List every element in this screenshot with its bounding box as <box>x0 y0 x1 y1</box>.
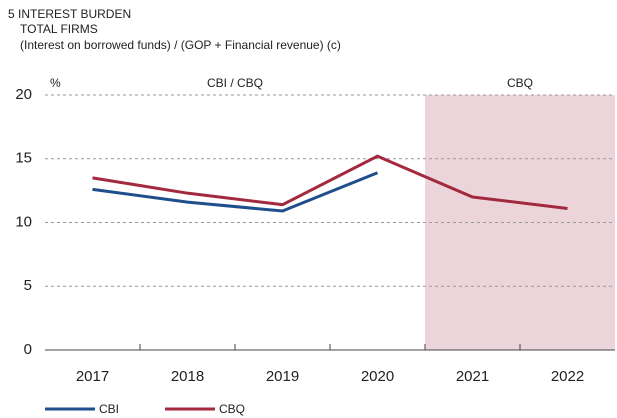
y-tick-label: 15 <box>15 150 32 167</box>
chart-title: 5 INTEREST BURDEN <box>8 7 131 21</box>
y-tick-label: 20 <box>15 86 32 103</box>
x-tick-label: 2018 <box>171 368 204 385</box>
x-tick-label: 2019 <box>266 368 299 385</box>
x-tick-label: 2017 <box>76 368 109 385</box>
y-tick-label: 0 <box>24 341 32 358</box>
chart-description: (Interest on borrowed funds) / (GOP + Fi… <box>20 38 341 52</box>
x-tick-label: 2022 <box>551 368 584 385</box>
y-tick-label: 5 <box>24 277 32 294</box>
y-tick-label: 10 <box>15 213 32 230</box>
x-tick-label: 2021 <box>456 368 489 385</box>
x-tick-label: 2020 <box>361 368 394 385</box>
y-axis-label: % <box>50 76 61 90</box>
legend-label: CBQ <box>219 402 245 416</box>
series-line <box>92 154 568 210</box>
region-annotation: CBQ <box>507 76 533 90</box>
chart-subtitle: TOTAL FIRMS <box>20 22 98 36</box>
legend-label: CBI <box>99 402 119 416</box>
series-line <box>92 171 379 213</box>
region-annotation: CBI / CBQ <box>207 76 263 90</box>
